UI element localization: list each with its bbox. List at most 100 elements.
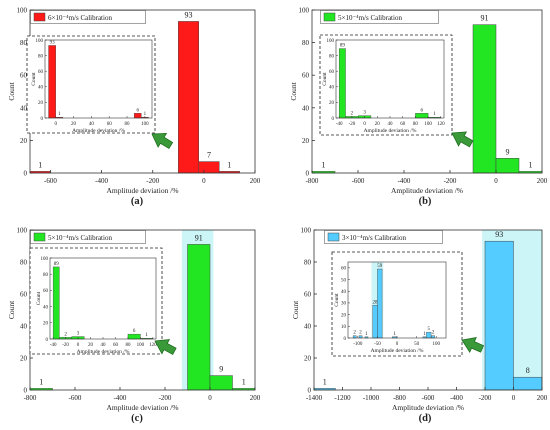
x-tick-label: -1400 bbox=[306, 394, 323, 402]
inset-bar-value-label: 89 bbox=[340, 44, 346, 49]
legend-swatch bbox=[327, 232, 340, 242]
y-axis-label: Count bbox=[7, 81, 16, 100]
inset-y-tick-label: 40 bbox=[43, 305, 49, 310]
panel-caption: (a) bbox=[131, 196, 144, 207]
green-arrow-icon bbox=[151, 133, 174, 150]
inset-x-tick-label: 120 bbox=[437, 122, 445, 127]
x-tick-label: 200 bbox=[250, 394, 261, 402]
inset-bar-value-label: 6 bbox=[133, 329, 136, 334]
y-tick-label: 0 bbox=[308, 387, 312, 395]
x-tick-label: -400 bbox=[398, 177, 411, 185]
legend-label: 6×10⁻⁴m/s Calibration bbox=[48, 14, 112, 22]
green-arrow-icon bbox=[154, 339, 177, 355]
x-tick-label: 0 bbox=[202, 177, 206, 185]
inset-bar-value-label: 1 bbox=[433, 112, 436, 117]
y-tick-label: 0 bbox=[306, 170, 310, 178]
x-tick-label: -600 bbox=[422, 394, 435, 402]
y-tick-label: 20 bbox=[20, 137, 28, 145]
y-tick-label: 80 bbox=[302, 39, 310, 47]
x-tick-label: -200 bbox=[146, 177, 159, 185]
inset-x-tick-label: 20 bbox=[71, 122, 77, 127]
green-arrow-icon bbox=[451, 131, 474, 148]
y-tick-label: 60 bbox=[20, 72, 28, 80]
inset-bar-value-label: 1 bbox=[145, 333, 148, 338]
inset-y-tick-label: 0 bbox=[332, 117, 335, 122]
y-tick-label: 100 bbox=[301, 227, 312, 235]
inset-y-tick-label: 100 bbox=[41, 257, 49, 262]
inset-y-tick-label: 60 bbox=[341, 267, 347, 272]
legend-label: 5×10⁻⁴m/s Calibration bbox=[48, 234, 112, 242]
inset-x-tick-label: 40 bbox=[101, 343, 107, 348]
inset-y-tick-label: 10 bbox=[341, 325, 347, 330]
inset-bar-value-label: 6 bbox=[136, 108, 139, 113]
bar-value-label: 1 bbox=[322, 160, 326, 169]
inset-bar bbox=[415, 113, 429, 119]
inset-x-tick-label: 100 bbox=[137, 343, 145, 348]
x-tick-label: -800 bbox=[306, 177, 319, 185]
inset-frame bbox=[44, 39, 153, 119]
inset-x-tick-label: -100 bbox=[353, 342, 363, 347]
inset-bar-value-label: 93 bbox=[50, 40, 56, 45]
legend-box bbox=[30, 10, 146, 24]
inset-y-axis-label: Count bbox=[322, 72, 328, 86]
inset-bar bbox=[338, 48, 346, 119]
x-tick-label: -1200 bbox=[334, 394, 351, 402]
inset-bar-value-label: 1 bbox=[365, 332, 368, 337]
inset-bar bbox=[431, 335, 435, 339]
y-tick-label: 40 bbox=[304, 323, 312, 331]
inset-x-tick-label: -40 bbox=[336, 122, 343, 127]
bar-value-label: 8 bbox=[526, 366, 530, 375]
bar-value-label: 1 bbox=[529, 160, 533, 169]
inset-x-tick-label: 100 bbox=[424, 122, 432, 127]
inset-x-tick-label: 60 bbox=[113, 343, 119, 348]
inset-dashed-box bbox=[26, 35, 156, 134]
inset-bar-value-label: 2 bbox=[351, 111, 354, 116]
inset-bar bbox=[133, 113, 142, 119]
inset-x-axis-label: Amplitude deviation /% bbox=[72, 128, 125, 134]
inset-bar bbox=[377, 268, 383, 339]
bar-value-label: 91 bbox=[195, 233, 203, 242]
legend-box bbox=[320, 10, 439, 24]
y-tick-label: 100 bbox=[17, 7, 28, 15]
x-tick-label: -400 bbox=[450, 394, 463, 402]
x-tick-label: -600 bbox=[352, 177, 365, 185]
histogram-bar bbox=[484, 240, 514, 391]
inset-x-tick-label: -40 bbox=[50, 343, 57, 348]
x-axis-label: Amplitude deviation /% bbox=[391, 186, 463, 195]
x-tick-label: 200 bbox=[250, 177, 261, 185]
inset-bar bbox=[352, 335, 357, 339]
legend-label: 5×10⁻⁴m/s Calibration bbox=[338, 14, 402, 22]
histogram-bar bbox=[472, 24, 497, 174]
inset-y-tick-label: 80 bbox=[38, 54, 44, 59]
inset-bar-value-label: 2 bbox=[432, 331, 435, 336]
inset-bar-value-label: 1 bbox=[393, 332, 396, 337]
inset-y-tick-label: 80 bbox=[329, 54, 335, 59]
y-axis-label: Count bbox=[291, 300, 300, 319]
inset-y-tick-label: 20 bbox=[38, 101, 44, 106]
inset-y-axis-label: Count bbox=[36, 291, 42, 305]
inset-bar bbox=[372, 305, 378, 339]
green-arrow-icon bbox=[461, 337, 485, 354]
inset-x-tick-label: 40 bbox=[388, 122, 394, 127]
bar-value-label: 1 bbox=[39, 377, 43, 386]
inset-bar-value-label: 6 bbox=[421, 108, 424, 113]
inset-dashed-box bbox=[331, 251, 463, 357]
inset-y-axis-label: Count bbox=[31, 72, 37, 86]
x-tick-label: -1000 bbox=[363, 394, 380, 402]
inset-bar bbox=[127, 333, 141, 340]
inset-x-tick-label: 100 bbox=[432, 342, 440, 347]
inset-y-tick-label: 20 bbox=[43, 322, 49, 327]
y-tick-label: 40 bbox=[20, 104, 28, 112]
inset-bar-value-label: 5 bbox=[428, 327, 431, 332]
y-tick-label: 100 bbox=[299, 7, 310, 15]
inset-y-tick-label: 100 bbox=[327, 39, 335, 44]
inset-x-tick-label: -50 bbox=[374, 342, 381, 347]
x-tick-label: -200 bbox=[444, 177, 457, 185]
bar-value-label: 1 bbox=[38, 160, 42, 169]
x-tick-label: 0 bbox=[512, 394, 516, 402]
inset-bar-value-label: 59 bbox=[377, 264, 383, 269]
panel-caption: (b) bbox=[419, 196, 432, 207]
